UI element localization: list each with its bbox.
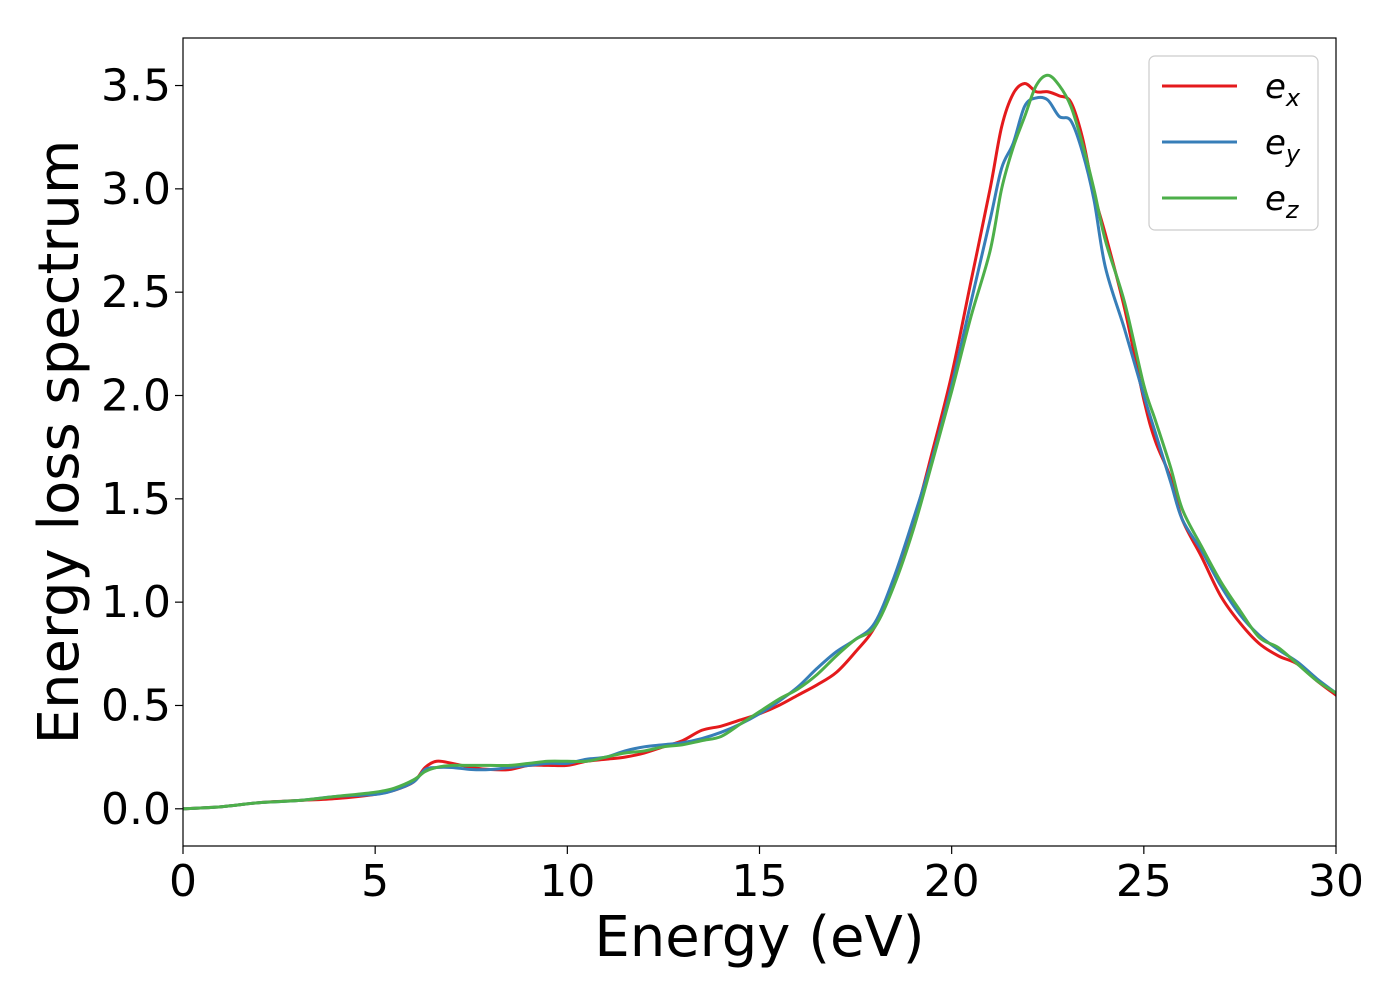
y-tick-label: 0.5 bbox=[101, 680, 171, 731]
y-tick-label: 1.0 bbox=[101, 577, 171, 628]
y-axis: 0.0 0.5 1.0 1.5 2.0 2.5 3.0 3.5 bbox=[101, 61, 183, 835]
legend-item-e-z[interactable]: ez bbox=[1162, 179, 1300, 224]
y-tick-label: 2.0 bbox=[101, 371, 171, 422]
legend-label: ez bbox=[1265, 179, 1300, 224]
y-tick-label: 3.0 bbox=[101, 164, 171, 215]
x-tick-label: 5 bbox=[361, 856, 389, 907]
legend-label: ey bbox=[1265, 123, 1301, 168]
legend[interactable]: ex ey ez bbox=[1148, 55, 1319, 231]
legend-item-e-x[interactable]: ex bbox=[1162, 67, 1301, 112]
x-tick-label: 15 bbox=[732, 856, 788, 907]
x-axis: 0 5 10 15 20 25 30 bbox=[169, 846, 1364, 907]
x-tick-label: 20 bbox=[924, 856, 980, 907]
y-axis-title: Energy loss spectrum bbox=[27, 140, 92, 745]
x-tick-label: 0 bbox=[169, 856, 197, 907]
x-axis-title: Energy (eV) bbox=[594, 905, 924, 970]
y-tick-label: 3.5 bbox=[101, 61, 171, 112]
series-line-e-z bbox=[183, 73, 1336, 811]
series-layer bbox=[183, 73, 1336, 811]
y-tick-label: 1.5 bbox=[101, 474, 171, 525]
x-tick-label: 10 bbox=[539, 856, 595, 907]
y-tick-label: 0.0 bbox=[101, 784, 171, 835]
y-tick-label: 2.5 bbox=[101, 267, 171, 318]
x-tick-label: 25 bbox=[1116, 856, 1172, 907]
legend-label: ex bbox=[1265, 67, 1301, 112]
legend-item-e-y[interactable]: ey bbox=[1162, 123, 1301, 168]
x-tick-label: 30 bbox=[1308, 856, 1364, 907]
